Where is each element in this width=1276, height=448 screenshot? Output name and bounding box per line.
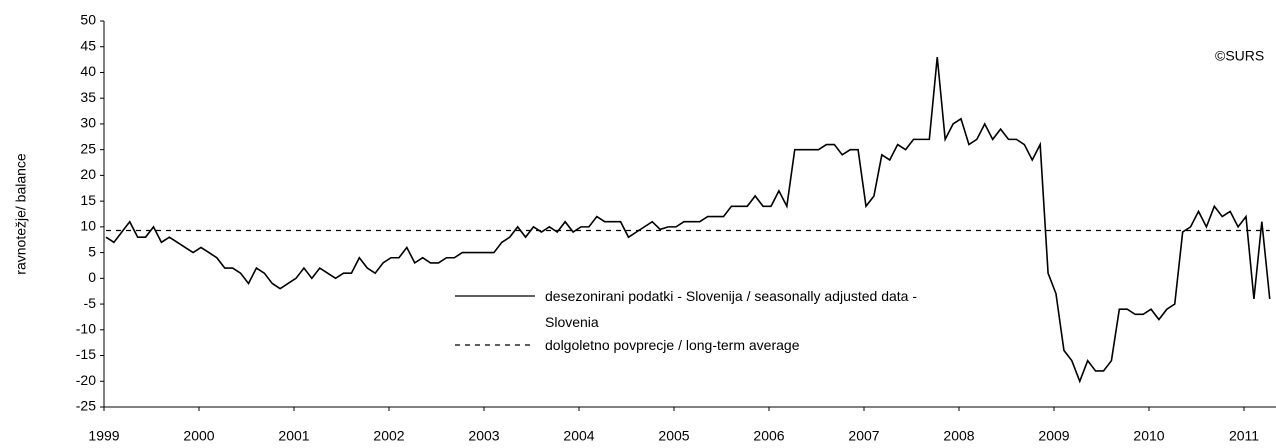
y-tick-label: -15 xyxy=(76,346,96,362)
x-tick-label: 2007 xyxy=(848,428,879,444)
y-tick-label: 10 xyxy=(80,218,96,234)
x-tick-label: 1999 xyxy=(88,428,119,444)
y-tick-label: 20 xyxy=(80,166,96,182)
x-tick-label: 2006 xyxy=(753,428,784,444)
legend-entry: dolgoletno povprecje / long-term average xyxy=(545,337,800,353)
y-tick-label: -5 xyxy=(84,295,97,311)
y-axis-label: ravnotežje/ balance xyxy=(13,153,29,275)
y-tick-label: 30 xyxy=(80,115,96,131)
x-tick-label: 2000 xyxy=(183,428,214,444)
y-tick-label: 35 xyxy=(80,89,96,105)
y-tick-label: 40 xyxy=(80,63,96,79)
x-tick-label: 2009 xyxy=(1038,428,1069,444)
y-tick-label: 5 xyxy=(88,243,96,259)
legend-entry: desezonirani podatki - Slovenija / seaso… xyxy=(545,288,918,330)
x-tick-label: 2010 xyxy=(1133,428,1164,444)
data-line xyxy=(105,56,1271,384)
y-tick-label: 45 xyxy=(80,37,96,53)
y-tick-label: 15 xyxy=(80,192,96,208)
y-tick-label: 25 xyxy=(80,140,96,156)
copyright: ©SURS xyxy=(1215,48,1264,64)
y-tick-label: -10 xyxy=(76,321,96,337)
y-tick-label: -25 xyxy=(76,398,96,414)
x-tick-label: 2004 xyxy=(563,428,594,444)
x-tick-label: 2001 xyxy=(278,428,309,444)
x-tick-label: 2008 xyxy=(943,428,974,444)
x-tick-label: 2005 xyxy=(658,428,689,444)
x-tick-label: 2003 xyxy=(468,428,499,444)
y-tick-label: -20 xyxy=(76,372,96,388)
y-tick-label: 0 xyxy=(88,269,96,285)
y-tick-label: 50 xyxy=(80,12,96,28)
x-tick-label: 2002 xyxy=(373,428,404,444)
x-tick-label: 2011 xyxy=(1229,428,1259,444)
